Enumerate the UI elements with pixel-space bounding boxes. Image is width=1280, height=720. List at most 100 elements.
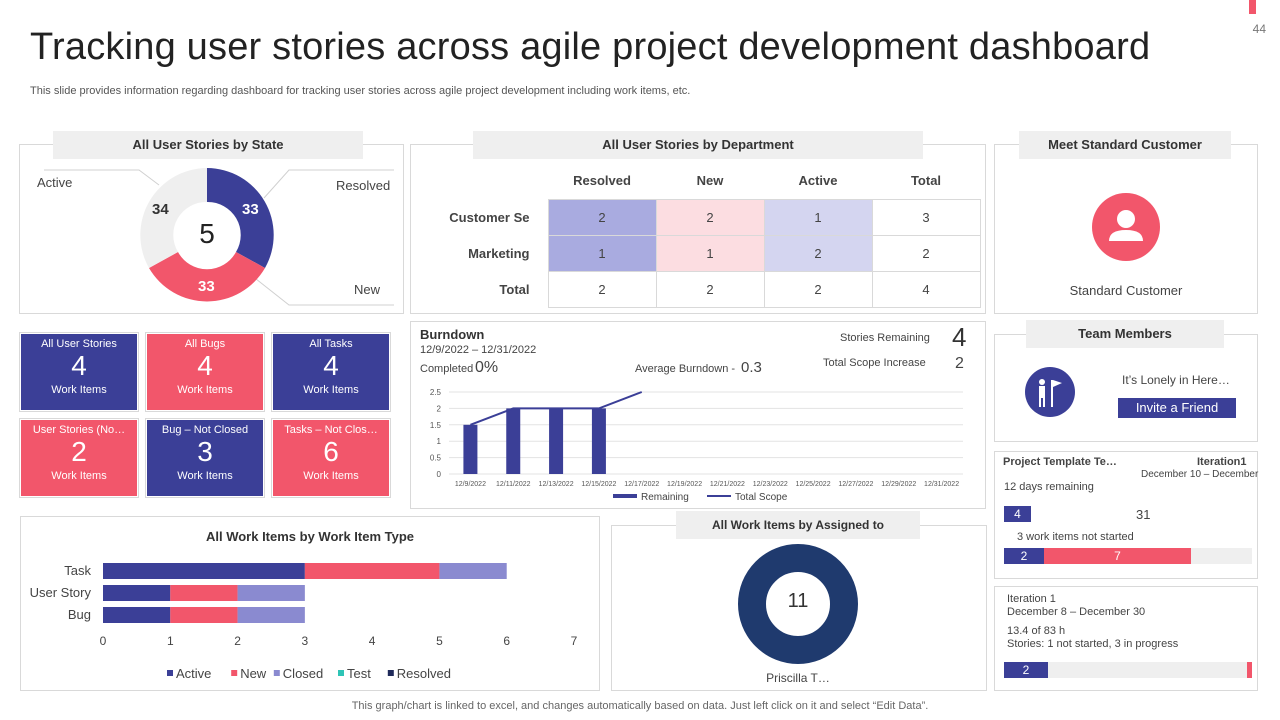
type-legend-swatch xyxy=(231,670,238,676)
team-message: It’s Lonely in Here… xyxy=(1122,373,1230,387)
table-cell: 2 xyxy=(763,234,873,272)
iteration-count: 31 xyxy=(1136,507,1151,522)
state-slice-resolved xyxy=(207,168,274,268)
type-legend-label: Closed xyxy=(283,666,323,681)
user-icon xyxy=(1092,193,1160,261)
tile-bug-not-closed[interactable]: Bug – Not Closed 3 Work Items xyxy=(147,420,263,496)
dept-col-resolved: Resolved xyxy=(573,173,631,189)
tile-frame xyxy=(19,332,139,412)
type-bar-segment xyxy=(103,585,171,601)
type-legend-swatch xyxy=(273,670,280,676)
type-bar-segment xyxy=(103,563,305,579)
burndown-title: Burndown xyxy=(420,327,485,342)
burndown-bar xyxy=(591,408,606,474)
burndown-y-tick: 2 xyxy=(437,404,442,413)
burndown-bar xyxy=(549,408,564,474)
burndown-chart: 0 0.5 1 1.5 2 2.5 12/9/2022 12/11/2022 12/13/202… xyxy=(430,388,963,503)
accent-bar xyxy=(1249,0,1256,14)
tile-tasks-not-closed[interactable]: Tasks – Not Clos… 6 Work Items xyxy=(273,420,389,496)
burndown-x-tick: 12/23/2022 xyxy=(753,481,788,488)
type-legend-swatch xyxy=(338,670,344,676)
type-bar-segment xyxy=(237,585,305,601)
tile-all-tasks[interactable]: All Tasks 4 Work Items xyxy=(273,334,389,410)
table-cell: 2 xyxy=(547,270,657,308)
type-bar-segment xyxy=(439,563,507,579)
tile-subtitle: Work Items xyxy=(303,470,359,482)
state-panel-header: All User Stories by State xyxy=(53,131,363,159)
type-category-label: Bug xyxy=(68,607,91,622)
type-legend-label: Resolved xyxy=(397,666,451,681)
tile-title: Bug – Not Closed xyxy=(161,424,249,436)
state-slice-active xyxy=(140,168,207,268)
burndown-completed-value: 0% xyxy=(475,359,499,376)
table-cell: 2 xyxy=(655,198,765,236)
iteration2-stories: Stories: 1 not started, 3 in progress xyxy=(1007,638,1179,650)
type-legend-label: Test xyxy=(347,666,371,681)
burndown-avg-value: 0.3 xyxy=(741,359,762,376)
stories-remaining-value: 4 xyxy=(952,322,967,352)
type-x-tick: 6 xyxy=(503,634,510,648)
legend-remaining-swatch xyxy=(613,494,637,498)
tile-title: Tasks – Not Clos… xyxy=(284,424,378,436)
tile-value: 6 xyxy=(323,436,339,467)
iteration2-progress-marker xyxy=(1247,662,1252,678)
department-panel-header: All User Stories by Department xyxy=(473,131,923,159)
type-legend-label: Active xyxy=(176,666,211,681)
type-x-tick: 2 xyxy=(234,634,241,648)
burndown-x-tick: 12/11/2022 xyxy=(496,481,531,488)
work-item-type-panel xyxy=(20,516,600,691)
burndown-x-tick: 12/19/2022 xyxy=(667,481,702,488)
tile-value: 4 xyxy=(197,350,213,381)
state-label-active: Active xyxy=(37,175,73,190)
burndown-bar xyxy=(463,424,478,474)
table-cell: 1 xyxy=(763,198,873,236)
type-legend-label: New xyxy=(240,666,267,681)
iteration2-badge: 2 xyxy=(1004,662,1048,678)
table-cell: 1 xyxy=(655,234,765,272)
legend-total-scope-label: Total Scope xyxy=(735,492,788,503)
footer-note: This graph/chart is linked to excel, and… xyxy=(351,700,929,712)
assigned-value: 11 xyxy=(787,590,809,612)
tile-frame xyxy=(271,332,391,412)
type-x-tick: 5 xyxy=(436,634,443,648)
table-row: Customer Se 2 2 1 3 xyxy=(418,198,981,236)
tile-all-bugs[interactable]: All Bugs 4 Work Items xyxy=(147,334,263,410)
state-donut-chart xyxy=(44,168,394,306)
type-category-label: Task xyxy=(64,563,91,578)
assigned-donut-chart xyxy=(738,544,858,664)
tile-frame xyxy=(145,418,265,498)
table-cell: 2 xyxy=(871,234,981,272)
iteration2-hours: 13.4 of 83 h xyxy=(1007,625,1066,637)
tile-all-user-stories[interactable]: All User Stories 4 Work Items xyxy=(21,334,137,410)
iteration-dates: December 10 – December xyxy=(1141,469,1259,480)
type-x-tick: 0 xyxy=(100,634,107,648)
tile-user-stories-not-closed[interactable]: User Stories (No… 2 Work Items xyxy=(21,420,137,496)
iteration-progress-b: 7 xyxy=(1044,548,1191,564)
table-row: Total 2 2 2 4 xyxy=(418,270,981,308)
burndown-x-tick: 12/17/2022 xyxy=(624,481,659,488)
burndown-x-tick: 12/25/2022 xyxy=(796,481,831,488)
type-legend-swatch xyxy=(387,670,394,676)
dept-row-name: Total xyxy=(499,281,530,297)
dept-row-name: Customer Se xyxy=(449,209,530,225)
tile-frame xyxy=(19,418,139,498)
type-x-tick: 1 xyxy=(167,634,174,648)
burndown-x-tick: 12/15/2022 xyxy=(581,481,616,488)
type-legend-swatch xyxy=(167,670,173,676)
tile-frame xyxy=(145,332,265,412)
iteration2-progress-track xyxy=(1004,662,1252,678)
type-bar-segment xyxy=(237,607,305,623)
tile-subtitle: Work Items xyxy=(303,384,359,396)
iteration-progress-a: 2 xyxy=(1004,548,1044,564)
work-item-type-title: All Work Items by Work Item Type xyxy=(205,529,415,544)
tile-title: All User Stories xyxy=(41,338,117,350)
dept-col-new: New xyxy=(696,173,724,189)
page-subtitle: This slide provides information regardin… xyxy=(30,85,691,97)
burndown-y-tick: 1 xyxy=(437,437,442,446)
team-flag-icon xyxy=(1025,367,1075,417)
assigned-panel-header: All Work Items by Assigned to xyxy=(676,511,920,539)
dept-col-total: Total xyxy=(910,173,942,189)
invite-friend-button[interactable]: Invite a Friend xyxy=(1118,398,1236,418)
type-bar-segment xyxy=(304,563,440,579)
burndown-x-tick: 12/13/2022 xyxy=(539,481,574,488)
